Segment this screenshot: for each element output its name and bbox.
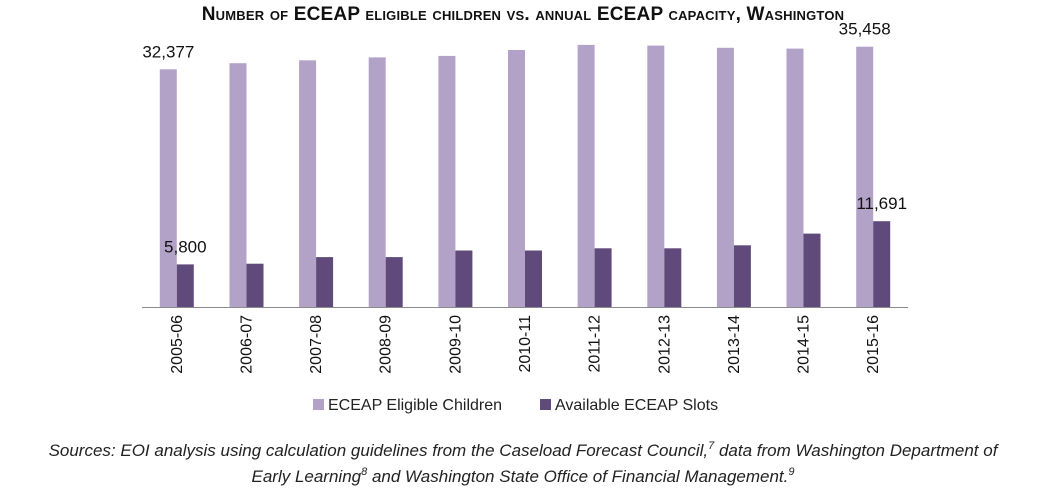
bar-available-slots-2005-06 bbox=[176, 264, 194, 307]
source-line-1: Sources: EOI analysis using calculation … bbox=[0, 438, 1046, 464]
chart-area: 2005-06 2006-07 2007-08 2008-09 2009-10 2010-… bbox=[142, 20, 908, 414]
source-line-2-tail: and Washington State Office of Financial… bbox=[367, 467, 789, 486]
data-label: 5,800 bbox=[164, 237, 207, 256]
bar-eligible-children-2007-08 bbox=[299, 60, 317, 307]
bar-eligible-children-2009-10 bbox=[438, 55, 456, 308]
bar-available-slots-2010-11 bbox=[525, 250, 542, 307]
bar-eligible-children-2005-06 bbox=[159, 69, 177, 307]
source-note: Sources: EOI analysis using calculation … bbox=[0, 438, 1046, 490]
data-label: 35,458 bbox=[839, 20, 891, 39]
bar-eligible-children-2010-11 bbox=[508, 50, 525, 307]
bar-available-slots-2008-09 bbox=[385, 257, 403, 307]
data-labels: 32,377 35,458 5,800 11,691 bbox=[142, 20, 907, 257]
bar-eligible-children-2008-09 bbox=[368, 57, 386, 308]
data-label: 32,377 bbox=[142, 42, 194, 61]
bar-available-slots-2013-14 bbox=[733, 245, 751, 307]
source-line-2-text: Early Learning bbox=[251, 467, 362, 486]
legend-swatch bbox=[540, 399, 552, 410]
bar-eligible-children-2013-14 bbox=[716, 47, 734, 308]
x-tick-label: 2008-09 bbox=[378, 315, 395, 374]
bar-available-slots-2011-12 bbox=[594, 248, 612, 307]
x-tick-label: 2013-14 bbox=[726, 315, 743, 374]
bar-eligible-children-2006-07 bbox=[229, 63, 247, 308]
x-tick-label: 2005-06 bbox=[169, 315, 186, 374]
legend-label: ECEAP Eligible Children bbox=[328, 397, 502, 414]
bar-eligible-children-2014-15 bbox=[786, 48, 804, 307]
x-tick-label: 2011-12 bbox=[587, 315, 604, 373]
bar-available-slots-2014-15 bbox=[803, 233, 821, 307]
x-tick-label: 2006-07 bbox=[238, 315, 255, 374]
x-tick-labels: 2005-06 2006-07 2007-08 2008-09 2009-10 2010-… bbox=[169, 315, 882, 374]
x-tick-label: 2015-16 bbox=[865, 315, 882, 374]
bar-eligible-children-2012-13 bbox=[647, 45, 665, 307]
x-tick-label: 2007-08 bbox=[308, 315, 325, 374]
bar-available-slots-2007-08 bbox=[316, 257, 334, 307]
bar-eligible-children-2011-12 bbox=[577, 44, 595, 308]
footnote-ref-8: 8 bbox=[361, 466, 368, 478]
data-label: 11,691 bbox=[856, 194, 907, 213]
x-tick-label: 2012-13 bbox=[656, 315, 673, 374]
legend-swatch bbox=[313, 399, 324, 410]
bar-eligible-children-2015-16 bbox=[856, 46, 874, 307]
bar-available-slots-2012-13 bbox=[664, 248, 682, 307]
chart-title: Number of ECEAP eligible children vs. an… bbox=[201, 4, 845, 25]
footnote-ref-7: 7 bbox=[708, 440, 715, 452]
bar-available-slots-2006-07 bbox=[246, 263, 264, 307]
x-tick-label: 2010-11 bbox=[517, 315, 534, 373]
x-tick-label: 2014-15 bbox=[796, 315, 813, 374]
bar-available-slots-2009-10 bbox=[455, 250, 473, 307]
bars-layer bbox=[159, 44, 891, 308]
source-line-1-text: Sources: EOI analysis using calculation … bbox=[48, 441, 709, 460]
bar-available-slots-2015-16 bbox=[873, 221, 891, 307]
legend: ECEAP Eligible Children Available ECEAP S… bbox=[313, 397, 718, 414]
footnote-ref-9: 9 bbox=[788, 466, 795, 478]
legend-label: Available ECEAP Slots bbox=[555, 397, 718, 414]
source-line-1-tail: data from Washington Department of bbox=[714, 441, 998, 460]
source-line-2: Early Learning8 and Washington State Off… bbox=[0, 464, 1046, 490]
x-tick-label: 2009-10 bbox=[447, 315, 464, 374]
